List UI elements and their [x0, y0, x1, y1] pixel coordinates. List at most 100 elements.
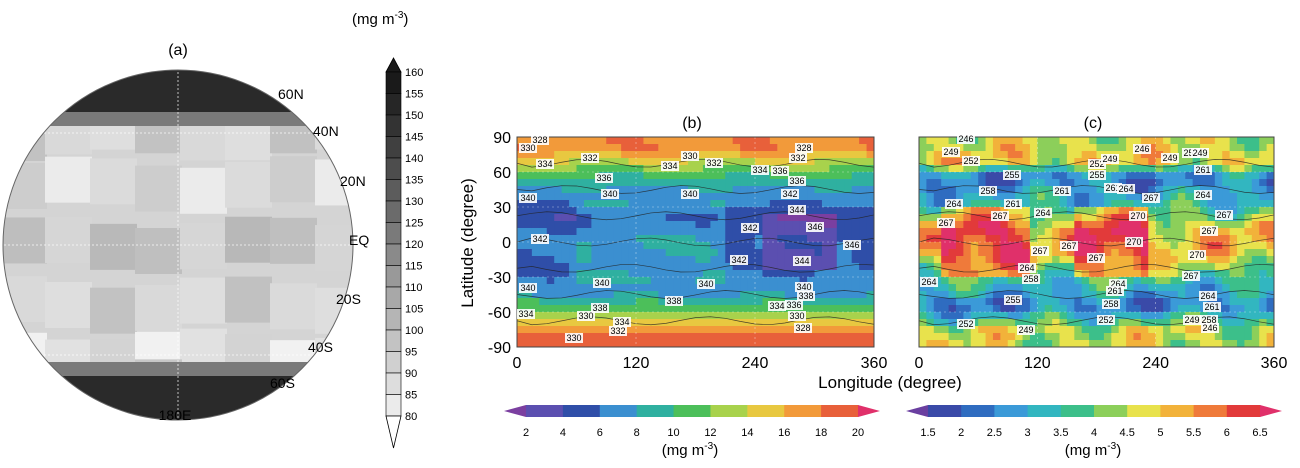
lat-label-40s: 40S — [308, 339, 333, 355]
heatmap-cell — [1170, 193, 1179, 201]
heatmap-cell — [955, 214, 964, 222]
heatmap-cell — [1185, 137, 1194, 145]
heatmap-cell — [695, 326, 704, 334]
contour-label: 330 — [789, 311, 804, 321]
heatmap-cell — [1044, 221, 1053, 229]
heatmap-cell — [1207, 298, 1216, 306]
heatmap-cell — [1007, 151, 1016, 159]
heatmap-cell — [1200, 221, 1209, 229]
heatmap-cell — [1103, 277, 1112, 285]
heatmap-cell — [747, 158, 756, 166]
heatmap-cell — [628, 214, 637, 222]
heatmap-cell — [583, 193, 592, 201]
heatmap-cell — [688, 270, 697, 278]
heatmap-cell — [1044, 165, 1053, 173]
heatmap-cell — [1140, 158, 1149, 166]
heatmap-cell — [1044, 179, 1053, 187]
heatmap-cell — [1192, 207, 1201, 215]
heatmap-cell — [665, 326, 674, 334]
colorbar-tick: 2.5 — [987, 427, 1002, 439]
heatmap-cell — [583, 249, 592, 257]
heatmap-cell — [740, 326, 749, 334]
heatmap-cell — [673, 186, 682, 194]
heatmap-cell — [613, 263, 622, 271]
heatmap-cell — [695, 214, 704, 222]
heatmap-cell — [829, 214, 838, 222]
heatmap-cell — [1066, 235, 1075, 243]
heatmap-cell — [621, 193, 630, 201]
heatmap-cell — [955, 186, 964, 194]
heatmap-cell — [1052, 179, 1061, 187]
heatmap-cell — [1015, 158, 1024, 166]
heatmap-cell — [531, 207, 540, 215]
heatmap-cell — [1081, 242, 1090, 250]
heatmap-cell — [673, 144, 682, 152]
heatmap-cell — [1163, 235, 1172, 243]
heatmap-cell — [948, 165, 957, 173]
globe-band — [315, 363, 353, 410]
heatmap-cell — [755, 298, 764, 306]
contour-label: 249 — [1102, 154, 1117, 164]
heatmap-cell — [755, 221, 764, 229]
y-tick-label: -30 — [488, 270, 511, 287]
globe-band — [3, 369, 47, 416]
heatmap-cell — [1081, 158, 1090, 166]
heatmap-cell — [546, 256, 555, 264]
contour-label: 334 — [662, 161, 677, 171]
globe-band — [3, 332, 47, 379]
contour-label-box — [531, 234, 549, 244]
heatmap-cell — [1222, 235, 1231, 243]
heatmap-cell — [688, 277, 697, 285]
heatmap-cell — [1207, 172, 1216, 180]
heatmap-cell — [1044, 158, 1053, 166]
heatmap-cell — [1237, 144, 1246, 152]
heatmap-cell — [777, 249, 786, 257]
heatmap-cell — [1140, 172, 1149, 180]
heatmap-cell — [1052, 298, 1061, 306]
heatmap-cell — [919, 256, 927, 264]
heatmap-cell — [933, 326, 942, 334]
heatmap-cell — [1148, 207, 1157, 215]
heatmap-cell — [1089, 291, 1098, 299]
heatmap-cell — [1185, 193, 1194, 201]
contour-label: 246 — [958, 134, 973, 144]
heatmap-cell — [1059, 319, 1068, 327]
heatmap-cell — [1177, 165, 1186, 173]
heatmap-cell — [747, 263, 756, 271]
heatmap-cell — [1096, 144, 1105, 152]
heatmap-cell — [1089, 340, 1098, 347]
heatmap-cell — [926, 284, 935, 292]
heatmap-cell — [539, 172, 548, 180]
heatmap-cell — [859, 165, 868, 173]
heatmap-cell — [1111, 235, 1120, 243]
heatmap-cell — [836, 165, 845, 173]
heatmap-cell — [777, 333, 786, 341]
heatmap-cell — [1044, 340, 1053, 347]
heatmap-cell — [1170, 249, 1179, 257]
heatmap-cell — [1007, 291, 1016, 299]
heatmap-cell — [1177, 137, 1186, 145]
heatmap-cell — [1155, 277, 1164, 285]
heatmap-cell — [978, 165, 987, 173]
heatmap-cell — [836, 151, 845, 159]
heatmap-cell — [941, 228, 950, 236]
heatmap-cell — [643, 186, 652, 194]
lat-label-60n: 60N — [278, 86, 304, 102]
contour-label: 249 — [1162, 153, 1177, 163]
heatmap-cell — [792, 270, 801, 278]
contour-label-box — [1125, 237, 1143, 247]
heatmap-cell — [1266, 186, 1274, 194]
heatmap-cell — [1244, 214, 1253, 222]
heatmap-cell — [992, 193, 1001, 201]
heatmap-cell — [792, 200, 801, 208]
heatmap-cell — [963, 270, 972, 278]
heatmap-cell — [598, 207, 607, 215]
heatmap-cell — [598, 151, 607, 159]
heatmap-cell — [755, 235, 764, 243]
heatmap-cell — [717, 326, 726, 334]
heatmap-cell — [1015, 137, 1024, 145]
contour-label: 336 — [789, 176, 804, 186]
heatmap-cell — [1015, 242, 1024, 250]
heatmap-cell — [1207, 200, 1216, 208]
contour-label: 264 — [1195, 190, 1210, 200]
